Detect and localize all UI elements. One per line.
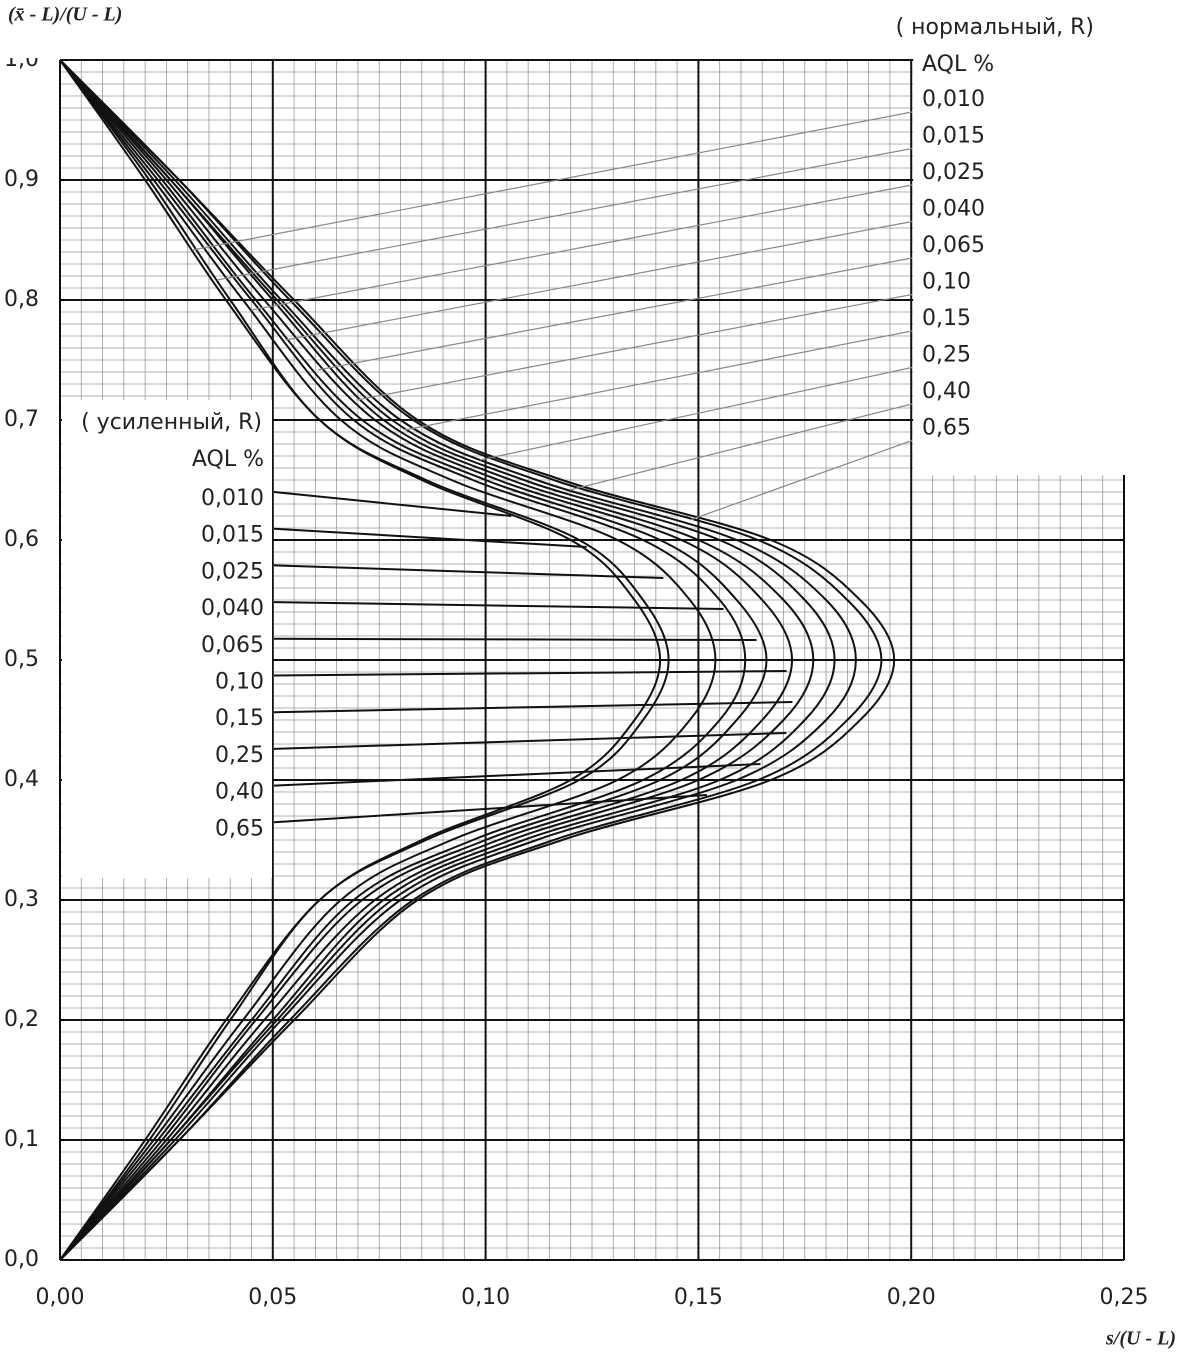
y-tick-label: 0,8 bbox=[4, 287, 39, 312]
curve bbox=[59, 59, 815, 1261]
leader-line bbox=[273, 701, 793, 714]
leader-line bbox=[273, 637, 757, 641]
leader-line bbox=[689, 439, 913, 521]
leader-line bbox=[273, 670, 787, 677]
legend-label: 0,065 bbox=[922, 233, 985, 258]
curve bbox=[59, 59, 717, 1261]
x-tick-label: 0,25 bbox=[1100, 1285, 1149, 1310]
legend-label: 0,010 bbox=[922, 87, 985, 112]
y-tick-label: 0,9 bbox=[4, 167, 39, 192]
curve bbox=[59, 59, 768, 1261]
legend-label: 0,15 bbox=[215, 706, 264, 731]
legend-unit: AQL % bbox=[922, 52, 994, 77]
leader-line bbox=[479, 366, 913, 461]
legend-unit: AQL % bbox=[192, 447, 264, 472]
label-panel bbox=[0, 0, 1182, 58]
leader-line bbox=[251, 184, 913, 311]
leader-line bbox=[273, 794, 707, 824]
curve bbox=[59, 59, 670, 1261]
x-tick-label: 0,10 bbox=[461, 1285, 510, 1310]
curve bbox=[59, 59, 747, 1261]
legend-title: ( усиленный, R) bbox=[81, 410, 262, 435]
curve bbox=[59, 59, 836, 1261]
legend-label: 0,040 bbox=[201, 596, 264, 621]
leader-line bbox=[356, 293, 913, 401]
curve bbox=[59, 59, 883, 1261]
leader-line bbox=[192, 111, 913, 251]
leader-line bbox=[273, 601, 724, 610]
legend-label: 0,015 bbox=[922, 124, 985, 149]
leader-line bbox=[273, 527, 587, 548]
legend-label: 0,40 bbox=[215, 780, 264, 805]
legend-label: 0,10 bbox=[922, 270, 971, 295]
y-tick-label: 0,4 bbox=[4, 767, 39, 792]
leader-line bbox=[216, 147, 913, 281]
curve bbox=[59, 59, 857, 1261]
leader-line bbox=[569, 403, 913, 491]
y-tick-label: 0,3 bbox=[4, 887, 39, 912]
y-tick-label: 0,6 bbox=[4, 527, 39, 552]
legend-label: 0,040 bbox=[922, 197, 985, 222]
legend-label: 0,010 bbox=[201, 486, 264, 511]
leader-line bbox=[273, 763, 761, 787]
x-tick-label: 0,20 bbox=[887, 1285, 936, 1310]
x-axis-title: s/(U - L) bbox=[1105, 1328, 1176, 1350]
y-tick-label: 0,2 bbox=[4, 1007, 39, 1032]
legend-label: 0,25 bbox=[215, 743, 264, 768]
leader-line bbox=[273, 564, 664, 579]
y-tick-label: 0,1 bbox=[4, 1127, 39, 1152]
x-tick-label: 0,00 bbox=[36, 1285, 85, 1310]
legend-title: ( нормальный, R) bbox=[896, 15, 1094, 40]
leader-line bbox=[273, 732, 787, 750]
y-axis-title: (x̄ - L)/(U - L) bbox=[8, 4, 122, 26]
legend-label: 0,025 bbox=[201, 559, 264, 584]
x-tick-label: 0,05 bbox=[248, 1285, 297, 1310]
legend-label: 0,25 bbox=[922, 343, 971, 368]
legend-label: 0,65 bbox=[922, 416, 971, 441]
y-tick-label: 0,5 bbox=[4, 647, 39, 672]
leader-line bbox=[404, 330, 913, 431]
y-tick-label: 0,7 bbox=[4, 407, 39, 432]
label-panel bbox=[913, 0, 1182, 475]
legend-label: 0,025 bbox=[922, 160, 985, 185]
leader-line bbox=[285, 220, 913, 341]
curve bbox=[59, 59, 794, 1261]
label-panel bbox=[62, 400, 272, 878]
legend-label: 0,65 bbox=[215, 816, 264, 841]
legend-label: 0,015 bbox=[201, 523, 264, 548]
leader-line bbox=[273, 491, 512, 517]
curve bbox=[59, 59, 896, 1261]
x-tick-label: 0,15 bbox=[674, 1285, 723, 1310]
curve bbox=[59, 59, 662, 1261]
y-tick-label: 0,0 bbox=[4, 1247, 39, 1272]
legend-label: 0,40 bbox=[922, 379, 971, 404]
legend-label: 0,15 bbox=[922, 306, 971, 331]
legend-label: 0,10 bbox=[215, 670, 264, 695]
legend-label: 0,065 bbox=[201, 633, 264, 658]
leader-line bbox=[317, 257, 913, 371]
